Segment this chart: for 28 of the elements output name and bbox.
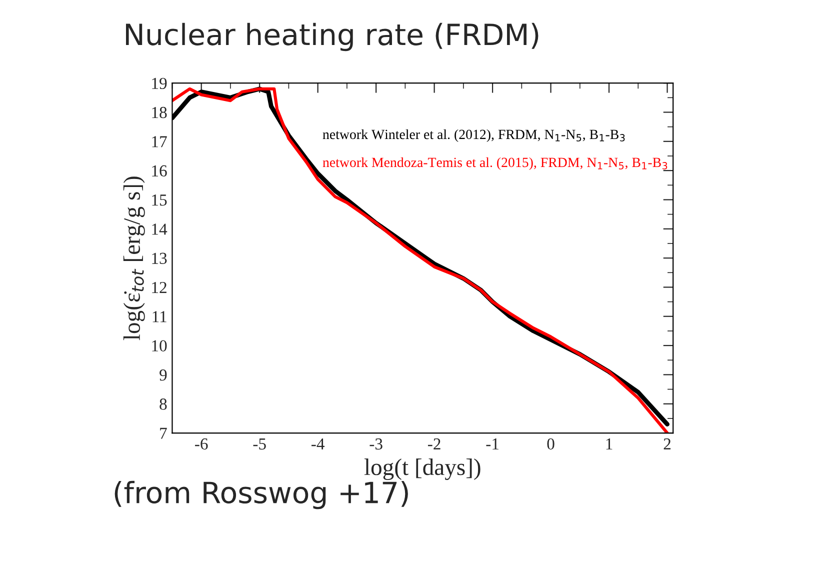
chart-title: Nuclear heating rate (FRDM) <box>126 22 538 52</box>
x-tick-label: 0 <box>547 438 554 450</box>
y-tick-label: 15 <box>152 194 167 206</box>
series-label: network Winteler et al. (2012), FRDM, N$_{1}$-N$_{5}$, B$_{1}$-B$_{3}$ <box>322 129 625 142</box>
y-tick-label: 18 <box>152 106 167 118</box>
y-tick-label: 10 <box>152 340 167 352</box>
y-tick-label: 9 <box>160 369 167 381</box>
y-tick-label: 7 <box>160 428 167 439</box>
y-tick-label: 12 <box>152 282 166 293</box>
x-tick-label: -2 <box>428 438 440 450</box>
text: (from Rosswog +17) <box>114 480 408 510</box>
y-tick-label: 11 <box>152 311 166 322</box>
x-tick-label: -5 <box>253 438 266 450</box>
x-tick-label: -4 <box>312 438 325 450</box>
x-tick-label: 1 <box>606 438 612 450</box>
y-tick-label: 16 <box>152 165 167 177</box>
y-tick-label: 8 <box>160 398 167 410</box>
y-tick-label: 17 <box>152 136 167 148</box>
y-tick-label: 19 <box>152 78 167 90</box>
x-tick-label: -6 <box>195 438 208 450</box>
x-tick-label: -3 <box>370 438 382 450</box>
y-tick-label: 13 <box>152 252 167 264</box>
y-tick-label: 14 <box>152 224 168 235</box>
y-axis-title: log(ε̇$_{tot}$ [erg/g s]) <box>123 176 145 340</box>
x-tick-label: -1 <box>486 438 498 450</box>
series-label: network Mendoza-Temis et al. (2015), FRDM, N$_{1}$-N$_{5}$, B$_{1}$-B$_{3}$ <box>322 157 668 170</box>
x-axis-title: log(t [days]) <box>364 458 480 480</box>
x-tick-label: 2 <box>664 438 671 450</box>
